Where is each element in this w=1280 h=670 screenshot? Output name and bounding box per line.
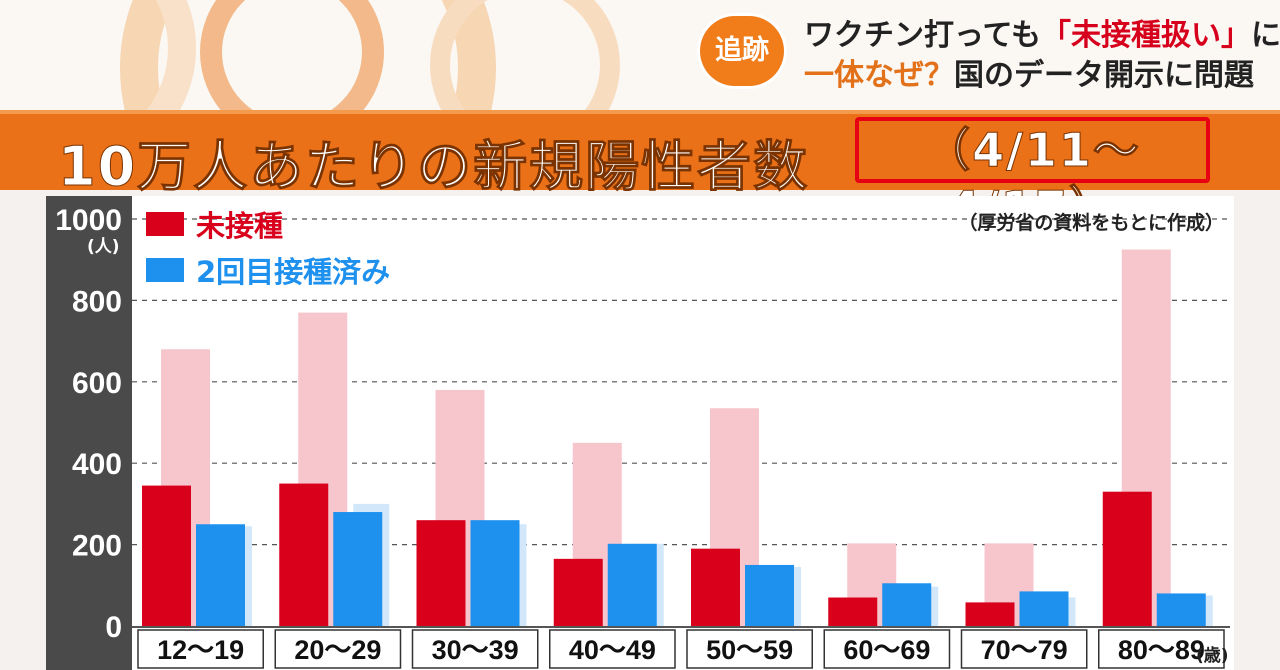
x-tick-box (823, 629, 951, 669)
y-tick-label: 200 (72, 530, 122, 563)
bar-vaccinated (196, 524, 245, 626)
bar-vaccinated (745, 564, 794, 626)
y-tick-label: 400 (72, 448, 122, 481)
x-tick-box (1098, 629, 1225, 669)
x-tick-label: 80～89 (1118, 635, 1205, 665)
title-bar: 10万人あたりの新規陽性者数 （4/11～4/17） (0, 110, 1280, 236)
y-tick-label: 600 (72, 367, 122, 400)
legend-label-unvaccinated: 未接種 (196, 209, 284, 243)
decorative-ring (200, 0, 384, 110)
bar-vaccinated (470, 520, 520, 626)
y-axis-unit: (人) (87, 237, 120, 257)
bar-unvaccinated (142, 485, 191, 626)
bar-unvaccinated (965, 602, 1015, 626)
bar-unvaccinated (691, 548, 740, 626)
bar-vaccinated (1019, 591, 1069, 626)
headline-line1-b: 「未接種扱い」 (1041, 18, 1251, 53)
bar-unvaccinated (553, 558, 603, 626)
x-tick-box (686, 629, 813, 669)
banner-background (0, 0, 1280, 110)
x-axis-unit: (歳) (1196, 646, 1229, 666)
x-tick-label: 20～29 (294, 635, 381, 665)
headline-line1-c: に (1251, 18, 1280, 53)
bar-vaccinated (607, 543, 657, 626)
x-tick-box (274, 629, 402, 669)
source-note: （厚労省の資料をもとに作成） (958, 212, 1224, 234)
headline-line2-a: 一体なぜ？ (804, 58, 954, 93)
legend-item-vaccinated: 2回目接種済み (146, 250, 390, 290)
legend-label-vaccinated: 2回目接種済み (196, 255, 391, 289)
legend-swatch-vaccinated (146, 258, 184, 282)
x-tick-label: 50～59 (706, 635, 793, 665)
chart-title: 10万人あたりの新規陽性者数 (57, 135, 810, 199)
x-tick-box (960, 629, 1088, 669)
bar-unvaccinated (416, 520, 466, 626)
y-axis-band (46, 196, 132, 670)
bar-vaccinated (333, 512, 383, 626)
x-tick-box (549, 629, 676, 669)
bar-unvaccinated (279, 483, 329, 626)
headline: 追跡 ワクチン打っても「未接種扱い」に 一体なぜ？国のデータ開示に問題 (700, 4, 1280, 96)
legend-swatch-unvaccinated (146, 212, 184, 236)
headline-line-2: 一体なぜ？国のデータ開示に問題 (804, 50, 1254, 94)
legend-item-unvaccinated: 未接種 (146, 204, 390, 244)
x-tick-label: 70～79 (981, 635, 1068, 665)
x-tick-label: 40～49 (569, 635, 656, 665)
x-tick-label: 60～69 (843, 635, 930, 665)
headline-line1-a: ワクチン打っても (804, 18, 1041, 53)
headline-line2-b: 国のデータ開示に問題 (954, 58, 1254, 93)
x-tick-box (411, 629, 539, 669)
bar-vaccinated (882, 583, 932, 626)
x-tick-box (137, 629, 264, 669)
x-tick-label: 30～39 (432, 635, 519, 665)
bar-unvaccinated (828, 597, 878, 626)
y-tick-label: 0 (105, 611, 122, 644)
y-tick-label: 800 (72, 285, 122, 318)
bar-unvaccinated (1102, 491, 1152, 626)
tracking-badge: 追跡 (700, 16, 784, 86)
y-tick-label: 1000 (55, 204, 122, 237)
bar-vaccinated (1156, 593, 1206, 626)
x-tick-label: 12～19 (157, 635, 244, 665)
headline-line-1: ワクチン打っても「未接種扱い」に (804, 10, 1280, 54)
legend: 未接種 2回目接種済み (146, 204, 390, 296)
